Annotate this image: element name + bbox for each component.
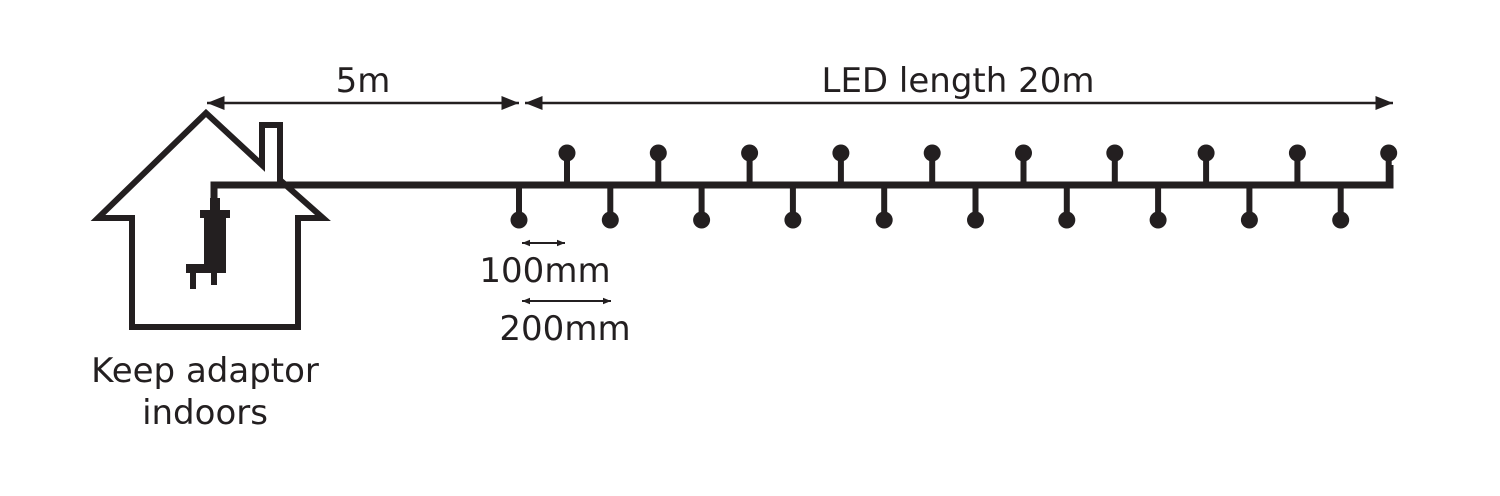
led-up-2	[649, 144, 667, 185]
led-up-8	[1197, 144, 1215, 185]
house-icon	[90, 108, 331, 330]
led-down-6	[967, 185, 984, 229]
led-up-10	[1380, 144, 1398, 185]
led-down-4	[784, 185, 802, 229]
led-down-2	[601, 185, 619, 229]
led-up-9	[1288, 144, 1306, 185]
caption-line-1: Keep adaptor	[91, 351, 319, 391]
led-length-label: LED length 20m	[822, 61, 1095, 101]
led-down-3	[693, 185, 711, 229]
led-up-4	[832, 144, 850, 185]
led-group	[510, 144, 1398, 229]
led-up-5	[923, 144, 941, 185]
led-up-7	[1106, 144, 1124, 185]
caption-line-2: indoors	[142, 393, 268, 433]
cable	[210, 165, 1394, 200]
cable-length-label: 5m	[336, 61, 391, 101]
spacing-large-label: 200mm	[499, 309, 630, 349]
led-down-8	[1149, 185, 1167, 229]
spacing-small-label: 100mm	[479, 251, 610, 291]
led-down-5	[875, 185, 893, 229]
led-down-9	[1240, 185, 1258, 229]
led-down-7	[1058, 185, 1076, 229]
led-down-10	[1332, 185, 1350, 229]
led-down-1	[510, 185, 528, 229]
adaptor-icon	[186, 198, 230, 289]
led-up-6	[1015, 144, 1032, 185]
led-up-3	[741, 144, 759, 185]
led-up-1	[558, 144, 576, 185]
